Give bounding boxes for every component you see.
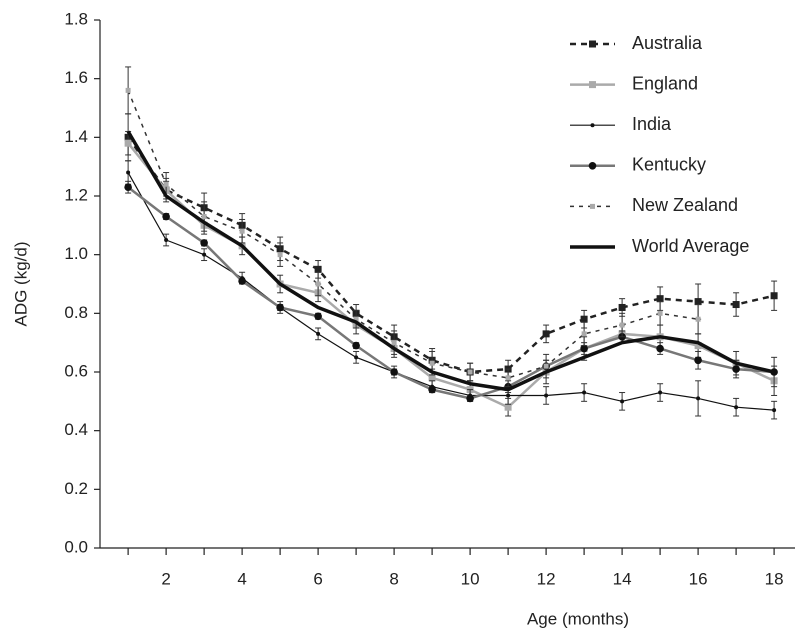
y-tick-label: 0.2 xyxy=(64,479,88,498)
marker xyxy=(125,87,131,93)
marker xyxy=(505,375,511,381)
marker xyxy=(352,341,360,350)
marker xyxy=(580,344,588,353)
series-line xyxy=(127,90,699,379)
marker xyxy=(124,183,132,191)
marker xyxy=(732,365,740,373)
marker xyxy=(200,239,208,247)
marker xyxy=(202,252,207,257)
marker xyxy=(656,295,664,303)
marker xyxy=(657,310,663,316)
legend-marker xyxy=(590,203,595,209)
marker xyxy=(201,214,207,220)
marker xyxy=(353,316,359,322)
marker xyxy=(658,390,663,395)
marker xyxy=(126,170,131,175)
series-line xyxy=(127,186,775,400)
legend-marker xyxy=(589,40,596,48)
y-tick-label: 0.8 xyxy=(64,303,88,322)
marker xyxy=(314,312,322,321)
marker xyxy=(544,393,549,398)
y-tick-label: 1.4 xyxy=(64,127,88,146)
marker xyxy=(656,344,664,353)
marker xyxy=(695,316,701,322)
marker xyxy=(620,399,625,404)
legend-marker xyxy=(588,162,597,170)
marker xyxy=(581,331,587,337)
marker xyxy=(694,356,702,365)
series-line xyxy=(127,136,775,374)
marker xyxy=(732,301,740,309)
marker xyxy=(580,315,588,323)
marker xyxy=(504,403,512,411)
marker xyxy=(466,394,474,403)
marker xyxy=(467,369,473,375)
marker xyxy=(314,265,322,273)
marker xyxy=(164,238,169,242)
x-tick-label: 16 xyxy=(689,569,708,588)
y-tick-label: 1.8 xyxy=(64,9,88,28)
legend-label: India xyxy=(632,114,672,134)
x-tick-label: 8 xyxy=(389,569,398,588)
legend-marker xyxy=(589,81,596,89)
y-tick-label: 1.0 xyxy=(64,244,88,263)
x-axis-label: Age (months) xyxy=(527,609,629,628)
x-tick-label: 18 xyxy=(765,569,784,588)
y-tick-label: 0.6 xyxy=(64,361,88,380)
marker xyxy=(390,368,398,376)
marker xyxy=(694,298,702,306)
marker xyxy=(582,390,587,395)
marker xyxy=(696,396,701,401)
series xyxy=(125,66,702,388)
marker xyxy=(770,292,778,300)
marker xyxy=(276,303,284,312)
legend-label: England xyxy=(632,73,698,93)
marker xyxy=(506,393,511,398)
x-tick-label: 10 xyxy=(461,569,480,588)
x-tick-label: 6 xyxy=(313,569,322,588)
x-tick-label: 2 xyxy=(161,569,170,588)
marker xyxy=(315,281,321,287)
y-axis-label: ADG (kg/d) xyxy=(11,241,30,326)
marker xyxy=(316,331,321,336)
marker xyxy=(542,330,550,338)
legend-label: New Zealand xyxy=(632,195,738,215)
y-tick-label: 1.6 xyxy=(64,68,88,87)
legend: Australia England India Kentucky New Zealand… xyxy=(570,33,749,256)
y-tick-label: 0.4 xyxy=(64,420,88,439)
x-tick-label: 12 xyxy=(537,569,556,588)
series xyxy=(126,130,775,392)
marker xyxy=(694,342,702,350)
legend-label: Kentucky xyxy=(632,155,706,175)
marker xyxy=(238,277,246,285)
x-tick-label: 4 xyxy=(237,569,246,588)
y-tick-label: 0.0 xyxy=(64,537,88,556)
marker xyxy=(772,408,777,413)
marker xyxy=(124,139,132,147)
x-tick-label: 14 xyxy=(613,569,632,588)
legend-label: Australia xyxy=(632,33,703,53)
legend-marker xyxy=(590,123,595,128)
series-line xyxy=(126,130,775,392)
marker xyxy=(618,303,626,311)
marker xyxy=(543,363,549,369)
marker xyxy=(163,181,169,187)
marker xyxy=(277,252,283,258)
marker xyxy=(428,374,436,382)
marker xyxy=(239,228,245,234)
marker xyxy=(354,355,359,360)
marker xyxy=(429,360,435,366)
marker xyxy=(734,405,739,410)
legend-label: World Average xyxy=(632,236,749,256)
marker xyxy=(162,212,170,221)
marker xyxy=(619,322,625,328)
marker xyxy=(391,340,397,346)
y-tick-label: 1.2 xyxy=(64,185,88,204)
marker xyxy=(428,385,436,394)
